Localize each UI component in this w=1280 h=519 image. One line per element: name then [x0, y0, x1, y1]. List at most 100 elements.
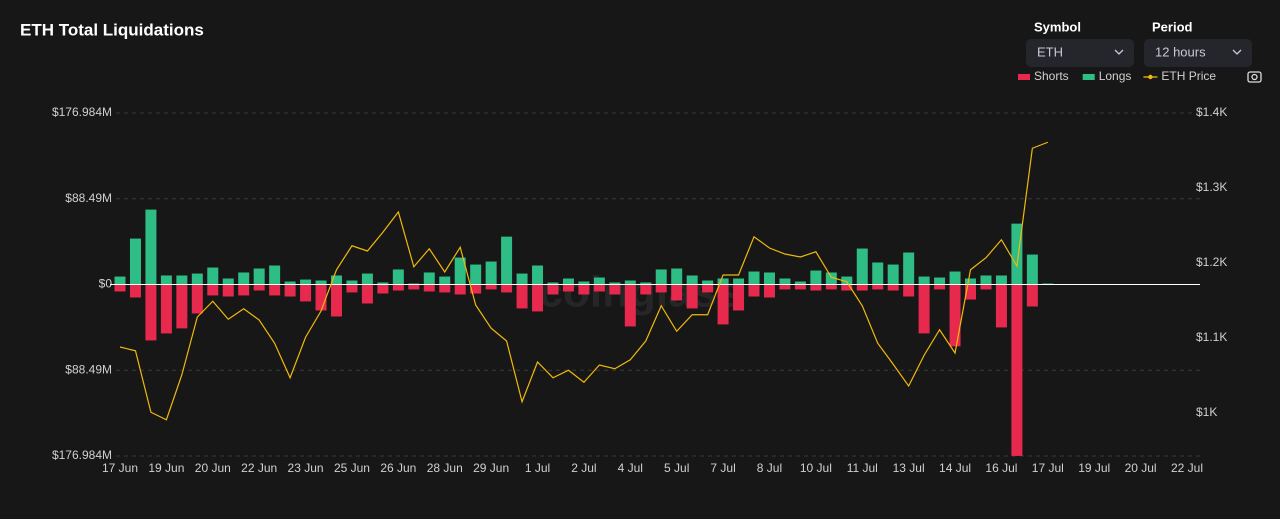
- bar: [1026, 254, 1038, 285]
- chevron[interactable]: [1232, 49, 1242, 55]
- select-value[interactable]: ETH: [1037, 44, 1063, 59]
- bar: [330, 275, 342, 285]
- bar: [949, 284, 961, 347]
- bar: [593, 277, 605, 285]
- y-tick-label: $176.984M: [52, 105, 112, 119]
- bar: [501, 236, 513, 285]
- x-tick-label: 25 Jun: [334, 461, 370, 475]
- bar: [856, 248, 868, 285]
- bar: [733, 284, 745, 311]
- legend-label[interactable]: ETH Price: [1161, 69, 1216, 83]
- bar: [284, 284, 296, 297]
- bar: [284, 281, 296, 285]
- bar: [454, 284, 466, 295]
- bar: [578, 281, 590, 285]
- bar: [408, 284, 420, 290]
- bar: [810, 284, 822, 291]
- legend-label[interactable]: Longs: [1099, 69, 1132, 83]
- bar: [609, 282, 621, 285]
- bar: [454, 257, 466, 285]
- bar: [624, 280, 636, 285]
- bar: [439, 276, 451, 285]
- bar: [269, 284, 281, 296]
- bar: [392, 269, 404, 285]
- bar: [671, 268, 683, 285]
- bar: [423, 272, 435, 285]
- bar: [825, 272, 837, 285]
- bar: [253, 284, 265, 291]
- chevron[interactable]: [1114, 49, 1124, 55]
- x-tick-label: 16 Jul: [985, 461, 1017, 475]
- camera-body[interactable]: [1247, 71, 1262, 83]
- bar: [640, 282, 652, 285]
- camera-lens[interactable]: [1251, 73, 1258, 81]
- bar: [238, 284, 250, 296]
- bar: [1011, 223, 1023, 285]
- bar: [300, 284, 312, 302]
- bar: [779, 278, 791, 285]
- legend-item[interactable]: Longs: [1082, 69, 1132, 83]
- symbol-select[interactable]: ETH: [1026, 39, 1134, 67]
- bar: [872, 284, 884, 290]
- select-box[interactable]: [1144, 39, 1252, 67]
- x-tick-label: 5 Jul: [664, 461, 689, 475]
- legend-swatch[interactable]: [1148, 74, 1153, 80]
- bar: [114, 284, 126, 292]
- bar: [145, 284, 157, 341]
- bar: [191, 284, 203, 314]
- legend-swatch[interactable]: [1018, 74, 1030, 80]
- legend-item[interactable]: ETH Price: [1143, 69, 1216, 83]
- bar: [176, 275, 188, 285]
- bar: [965, 278, 977, 285]
- bar: [980, 275, 992, 285]
- bar: [377, 284, 389, 294]
- bar: [763, 272, 775, 285]
- bar: [145, 209, 157, 285]
- bar: [330, 284, 342, 317]
- control-label: Symbol: [1034, 19, 1081, 34]
- bar: [995, 284, 1007, 328]
- bar: [872, 262, 884, 285]
- legend-swatch[interactable]: [1082, 74, 1095, 80]
- camera-icon[interactable]: [1247, 71, 1262, 83]
- legend-item[interactable]: Shorts: [1018, 69, 1069, 83]
- bar: [717, 278, 729, 285]
- bar: [315, 284, 327, 311]
- y-tick-label: $88.49M: [65, 191, 112, 205]
- period-select[interactable]: 12 hours: [1144, 39, 1252, 67]
- bar: [562, 284, 574, 292]
- x-tick-label: 22 Jun: [241, 461, 277, 475]
- bar: [887, 264, 899, 285]
- bar: [640, 284, 652, 295]
- bar: [763, 284, 775, 298]
- bar: [794, 281, 806, 285]
- y2-tick-label: $1.2K: [1196, 255, 1227, 269]
- x-tick-label: 7 Jul: [710, 461, 735, 475]
- bar: [593, 284, 605, 292]
- bar: [547, 284, 559, 295]
- bar: [207, 284, 219, 296]
- x-tick-label: 4 Jul: [618, 461, 643, 475]
- bar: [253, 268, 265, 285]
- select-value[interactable]: 12 hours: [1155, 44, 1206, 59]
- bar: [300, 279, 312, 285]
- bar: [841, 284, 853, 291]
- bar: [207, 267, 219, 285]
- bar: [160, 284, 172, 334]
- bar: [222, 284, 234, 297]
- bar: [934, 284, 946, 290]
- x-tick-label: 17 Jul: [1032, 461, 1064, 475]
- bar: [779, 284, 791, 290]
- bar: [702, 284, 714, 293]
- x-tick-label: 29 Jun: [473, 461, 509, 475]
- bar: [470, 264, 482, 285]
- bar: [903, 252, 915, 285]
- price-line: [119, 141, 1049, 421]
- bar: [965, 284, 977, 300]
- bar: [934, 277, 946, 285]
- select-box[interactable]: [1026, 39, 1134, 67]
- legend-label[interactable]: Shorts: [1034, 69, 1069, 83]
- bar: [470, 284, 482, 294]
- x-tick-label: 26 Jun: [380, 461, 416, 475]
- bar: [129, 238, 141, 285]
